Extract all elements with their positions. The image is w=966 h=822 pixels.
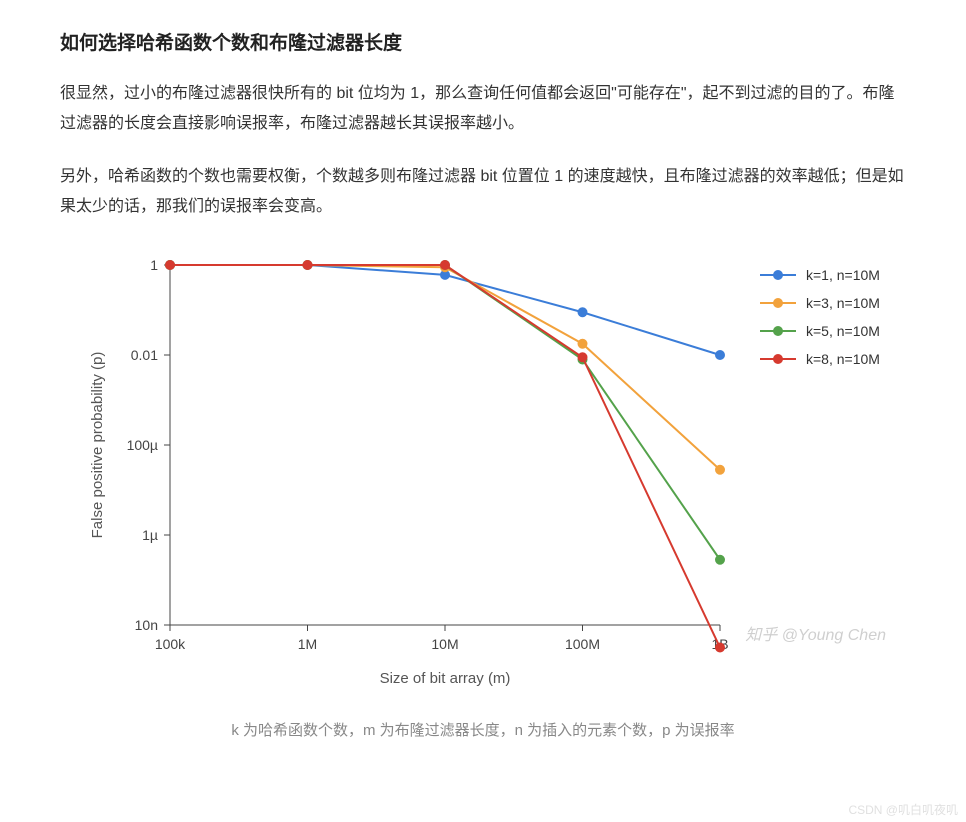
y-tick-label: 1 <box>150 257 158 273</box>
legend-marker <box>773 270 783 280</box>
false-positive-chart: 100k1M10M100M1B10.01100µ1µ10nSize of bit… <box>60 245 930 705</box>
series-marker <box>715 554 725 564</box>
y-tick-label: 100µ <box>127 437 158 453</box>
chart-container: 100k1M10M100M1B10.01100µ1µ10nSize of bit… <box>60 245 906 705</box>
paragraph-2: 另外，哈希函数的个数也需要权衡，个数越多则布隆过滤器 bit 位置位 1 的速度… <box>60 162 906 223</box>
paragraph-1: 很显然，过小的布隆过滤器很快所有的 bit 位均为 1，那么查询任何值都会返回"… <box>60 79 906 140</box>
y-tick-label: 0.01 <box>131 347 158 363</box>
y-tick-label: 1µ <box>142 527 158 543</box>
chart-caption: k 为哈希函数个数，m 为布隆过滤器长度，n 为插入的元素个数，p 为误报率 <box>60 719 906 740</box>
legend-marker <box>773 326 783 336</box>
x-axis-label: Size of bit array (m) <box>380 670 511 687</box>
legend-label: k=3, n=10M <box>806 295 880 311</box>
article-body: 如何选择哈希函数个数和布隆过滤器长度 很显然，过小的布隆过滤器很快所有的 bit… <box>0 0 966 760</box>
x-tick-label: 100k <box>155 636 186 652</box>
series-marker <box>303 260 313 270</box>
legend-marker <box>773 354 783 364</box>
series-line <box>170 265 720 648</box>
csdn-watermark: CSDN @叽白叽夜叽 <box>848 801 958 818</box>
series-marker <box>715 464 725 474</box>
y-tick-label: 10n <box>135 617 158 633</box>
legend-label: k=8, n=10M <box>806 351 880 367</box>
legend-label: k=1, n=10M <box>806 267 880 283</box>
series-marker <box>715 642 725 652</box>
series-marker <box>578 307 588 317</box>
x-tick-label: 1M <box>298 636 317 652</box>
series-marker <box>578 352 588 362</box>
series-line <box>170 265 720 560</box>
y-axis-label: False positive probability (p) <box>89 351 106 538</box>
x-tick-label: 100M <box>565 636 600 652</box>
series-marker <box>578 338 588 348</box>
x-tick-label: 10M <box>431 636 458 652</box>
section-heading: 如何选择哈希函数个数和布隆过滤器长度 <box>60 28 906 55</box>
series-marker <box>440 260 450 270</box>
legend-marker <box>773 298 783 308</box>
legend-label: k=5, n=10M <box>806 323 880 339</box>
series-marker <box>165 260 175 270</box>
series-marker <box>715 350 725 360</box>
